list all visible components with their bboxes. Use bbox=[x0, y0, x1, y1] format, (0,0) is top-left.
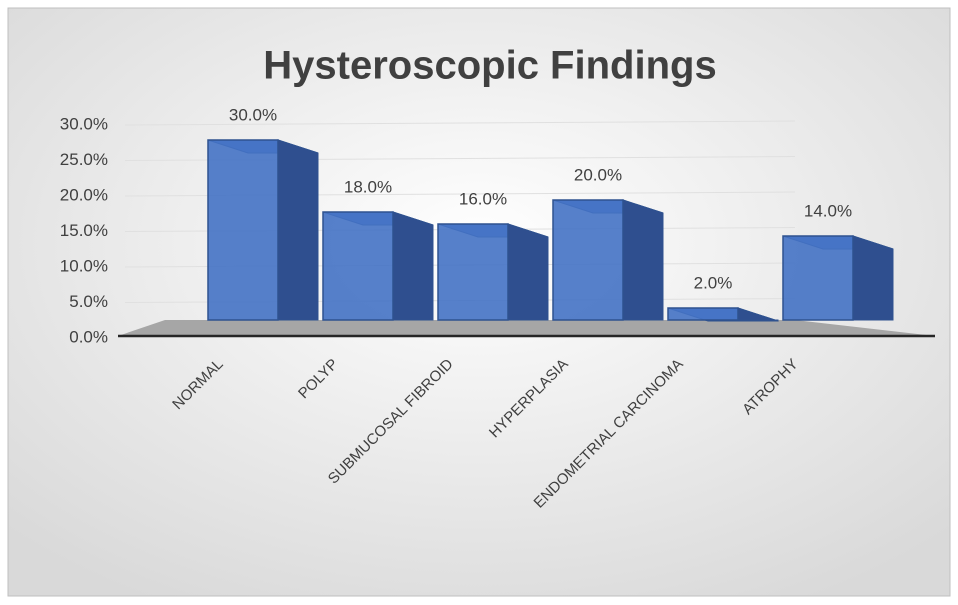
bar bbox=[437, 223, 509, 321]
bar bbox=[667, 307, 739, 321]
y-tick-label: 25.0% bbox=[60, 150, 108, 169]
chart-title: Hysteroscopic Findings bbox=[263, 44, 716, 88]
value-label: 20.0% bbox=[574, 165, 622, 184]
y-tick-label: 10.0% bbox=[60, 256, 108, 275]
bar bbox=[552, 199, 624, 321]
value-label: 2.0% bbox=[694, 273, 733, 292]
y-tick-label: 30.0% bbox=[60, 114, 108, 133]
y-tick-label: 20.0% bbox=[60, 185, 108, 204]
bar bbox=[782, 235, 854, 321]
bar-side bbox=[392, 211, 434, 321]
y-tick-label: 15.0% bbox=[60, 221, 108, 240]
bar-side bbox=[622, 199, 664, 321]
bar bbox=[322, 211, 394, 321]
bar-side bbox=[277, 139, 319, 321]
y-tick-label: 0.0% bbox=[69, 327, 108, 346]
value-label: 30.0% bbox=[229, 105, 277, 124]
grid-line bbox=[124, 120, 796, 126]
bar-side bbox=[507, 223, 549, 321]
value-label: 16.0% bbox=[459, 189, 507, 208]
y-tick-label: 5.0% bbox=[69, 292, 108, 311]
value-label: 14.0% bbox=[804, 201, 852, 220]
value-label: 18.0% bbox=[344, 177, 392, 196]
floor bbox=[118, 320, 935, 336]
bar-side bbox=[852, 235, 894, 321]
bar bbox=[207, 139, 279, 321]
